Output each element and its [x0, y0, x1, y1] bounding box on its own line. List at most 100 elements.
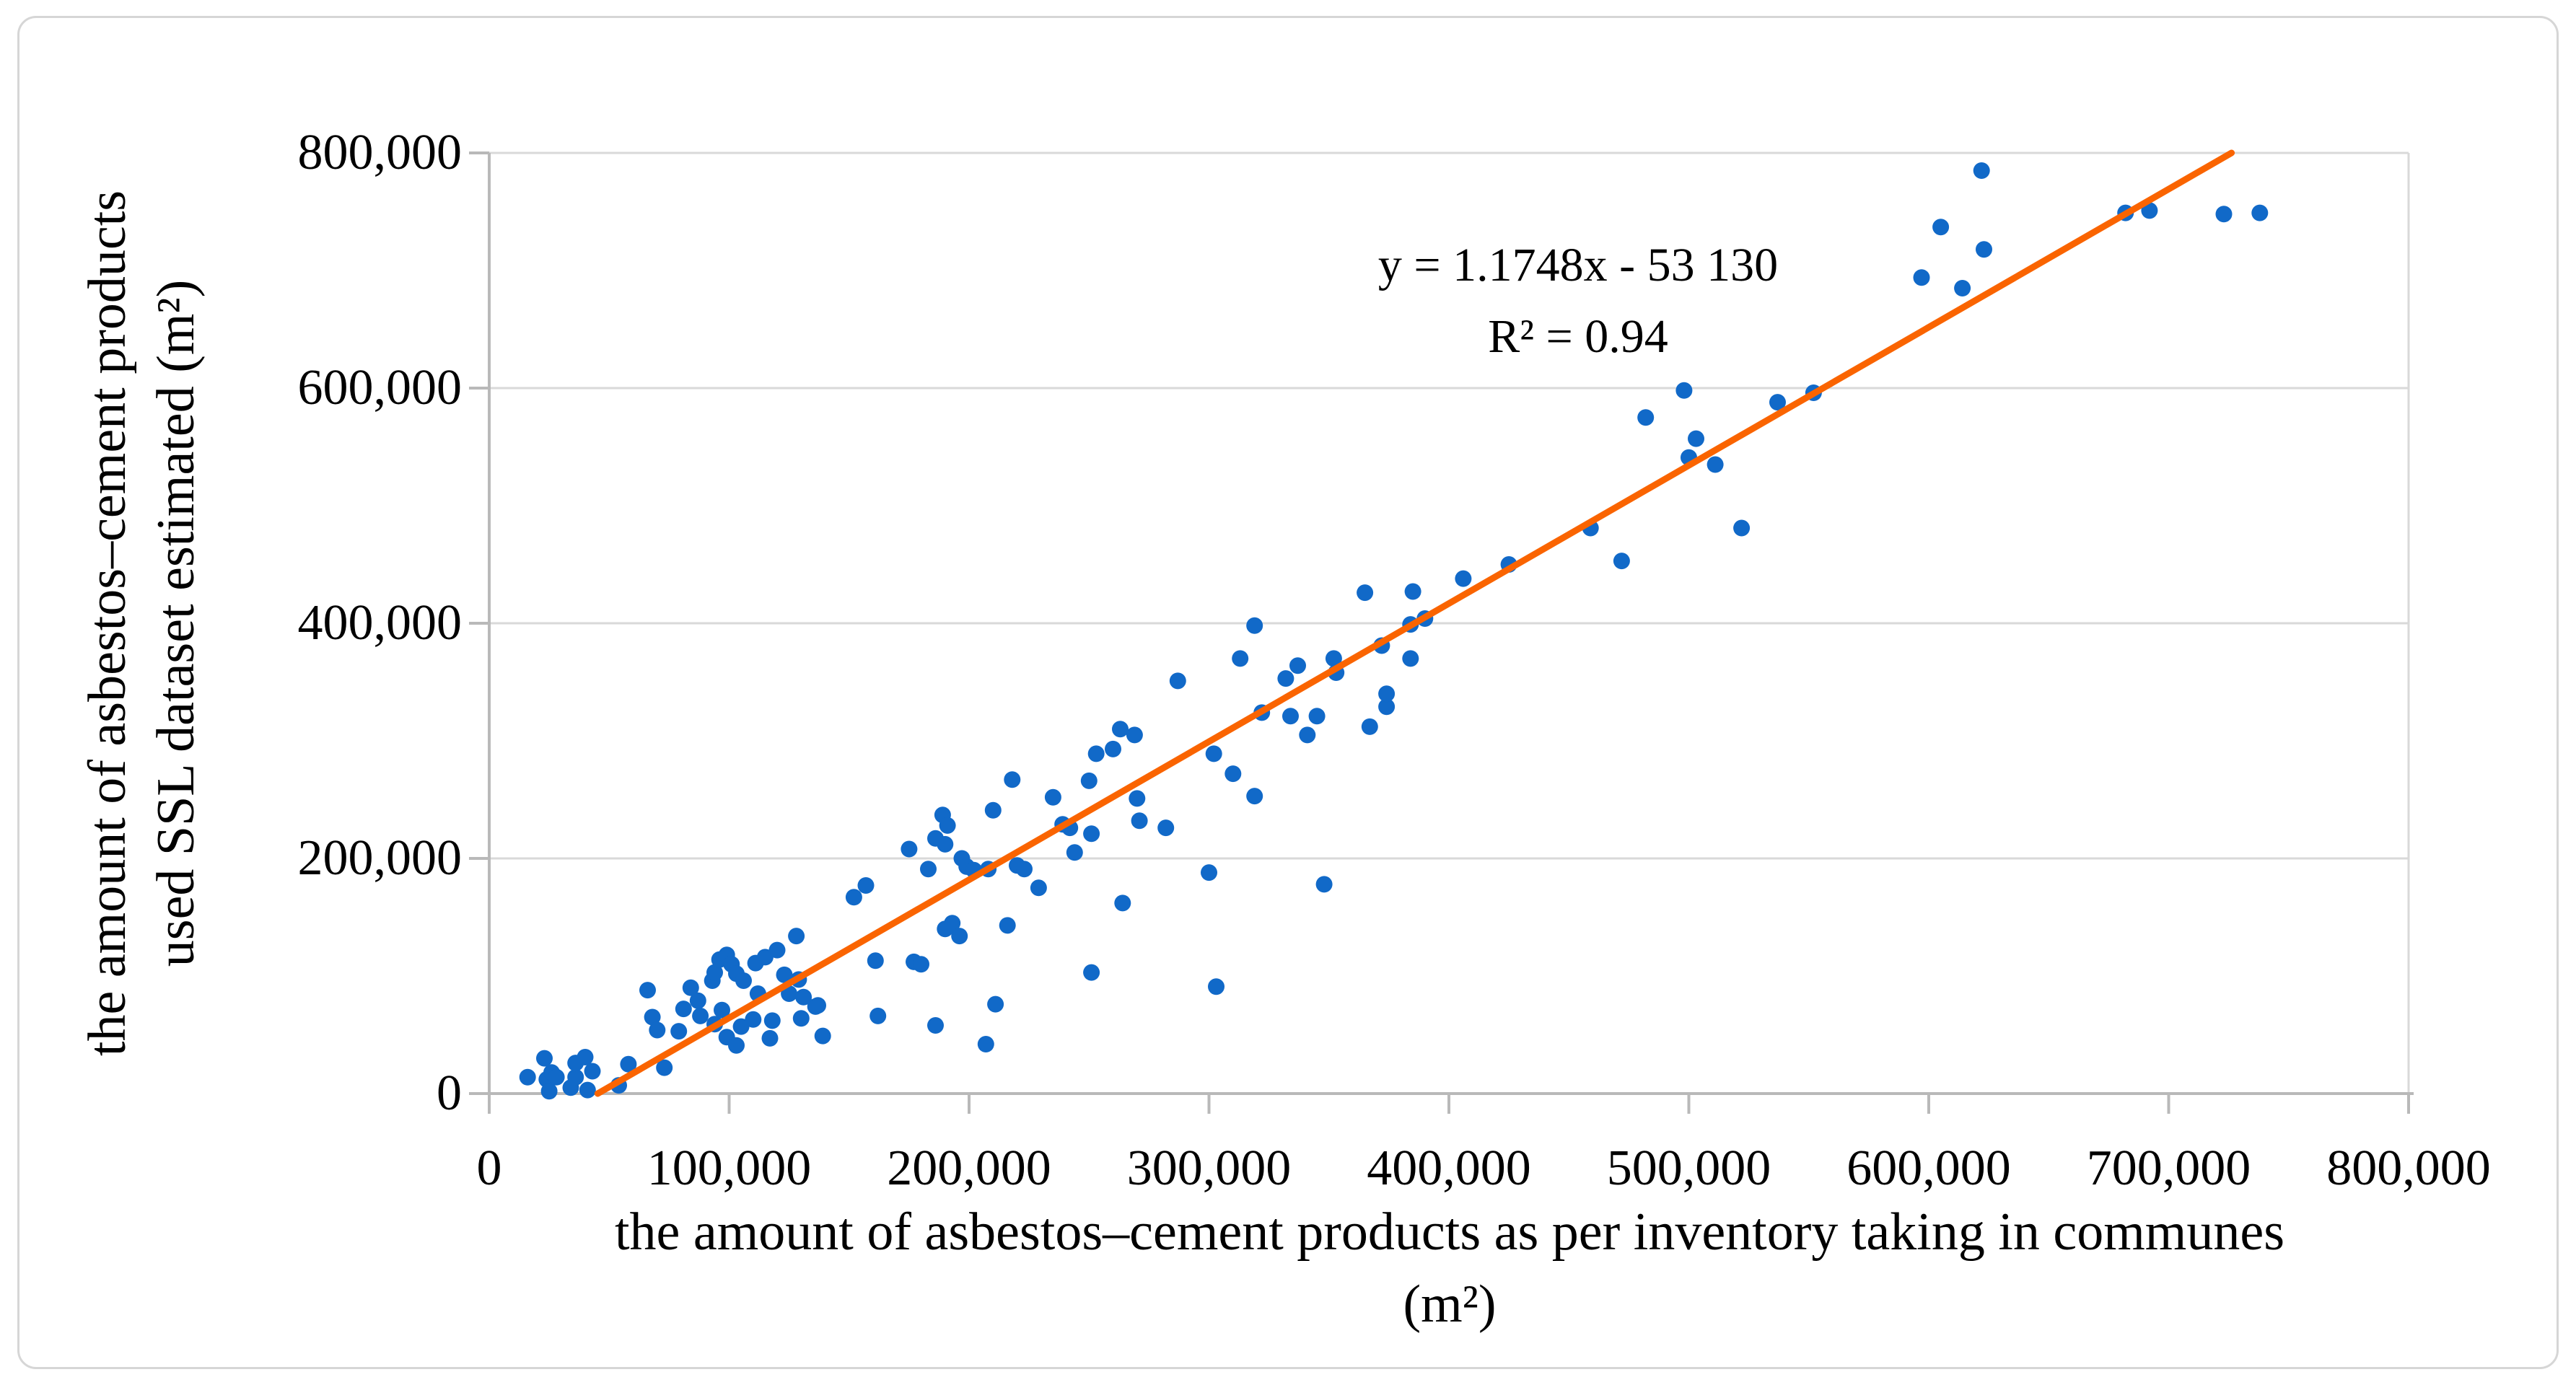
data-point	[689, 992, 706, 1009]
data-point	[920, 861, 937, 878]
data-point	[1277, 670, 1294, 687]
data-point	[1378, 698, 1396, 716]
x-axis-title-line2: (m²)	[1403, 1275, 1497, 1334]
data-point	[792, 1010, 810, 1027]
data-point	[1105, 740, 1121, 757]
data-point	[714, 1001, 730, 1019]
data-point	[584, 1063, 601, 1080]
data-point	[682, 979, 699, 996]
data-point	[1455, 570, 1472, 587]
data-point	[639, 982, 656, 999]
data-point	[2215, 206, 2233, 223]
data-point	[1733, 519, 1751, 537]
x-tick-label: 800,000	[2326, 1140, 2491, 1196]
data-point	[1232, 650, 1249, 667]
data-point	[984, 801, 1002, 819]
y-tick-label: 600,000	[297, 360, 463, 416]
data-point	[656, 1059, 673, 1076]
data-point	[1131, 812, 1148, 830]
data-point	[814, 1027, 831, 1045]
data-point	[1361, 718, 1378, 735]
data-point	[1208, 978, 1225, 995]
data-point	[728, 1037, 745, 1054]
data-point	[1932, 219, 1950, 236]
data-point	[519, 1068, 536, 1086]
data-point	[706, 964, 723, 981]
data-point	[1157, 819, 1175, 837]
data-point	[1246, 788, 1263, 805]
data-point	[999, 917, 1016, 934]
data-point	[579, 1081, 596, 1099]
data-point	[756, 949, 774, 966]
x-axis-title: the amount of asbestos–cement products a…	[489, 1196, 2410, 1340]
data-point	[732, 1018, 750, 1035]
data-point	[951, 928, 968, 945]
data-point	[1289, 657, 1306, 674]
data-point	[1083, 825, 1100, 843]
data-point	[644, 1008, 661, 1026]
data-point	[1129, 790, 1146, 807]
data-point	[567, 1068, 584, 1086]
r-squared-line: R² = 0.94	[1488, 310, 1668, 363]
data-point	[845, 889, 862, 906]
data-point	[913, 956, 929, 973]
data-point	[1126, 726, 1143, 744]
data-point	[761, 1029, 779, 1047]
data-point	[1299, 726, 1316, 744]
data-point	[937, 835, 954, 853]
data-point	[670, 1023, 688, 1040]
data-point	[548, 1068, 565, 1086]
data-point	[1637, 409, 1655, 426]
data-point	[620, 1055, 637, 1073]
data-point	[1707, 456, 1724, 473]
data-point	[536, 1050, 553, 1067]
data-point	[1913, 269, 1930, 286]
data-point	[1114, 894, 1131, 912]
trend-line	[594, 149, 2235, 1097]
data-point	[768, 941, 786, 959]
data-point	[540, 1083, 558, 1100]
data-point	[1769, 394, 1786, 411]
tick-marks	[469, 151, 2410, 1114]
data-point	[1016, 861, 1033, 878]
data-point	[987, 995, 1004, 1013]
data-point	[1378, 685, 1396, 703]
data-point	[675, 1001, 692, 1018]
data-point	[1112, 721, 1129, 738]
data-point	[939, 817, 956, 834]
data-point	[927, 1017, 944, 1034]
data-point	[867, 952, 884, 970]
y-tick-label: 0	[437, 1065, 462, 1121]
data-point	[1688, 430, 1704, 447]
data-point	[1030, 879, 1047, 897]
y-tick-label: 800,000	[297, 125, 463, 180]
x-tick-label: 400,000	[1367, 1140, 1531, 1196]
data-point	[1205, 745, 1222, 762]
data-point	[776, 966, 793, 983]
data-point	[577, 1049, 594, 1065]
data-point	[857, 877, 875, 894]
data-point	[1087, 745, 1105, 762]
data-point	[977, 1036, 994, 1052]
data-point	[1315, 876, 1333, 893]
y-tick-label: 200,000	[297, 830, 463, 886]
data-point	[1404, 583, 1421, 600]
data-point	[1066, 844, 1083, 861]
equation-line: y = 1.1748x - 53 130	[1377, 239, 1779, 291]
data-point	[788, 928, 805, 945]
data-point	[1613, 553, 1630, 570]
data-point	[869, 1007, 887, 1024]
data-point	[1225, 765, 1242, 783]
y-axis-title: the amount of asbestos–cement products u…	[74, 0, 211, 1272]
data-point	[1201, 864, 1217, 881]
data-point	[1246, 617, 1263, 634]
trendline-equation: y = 1.1748x - 53 130 R² = 0.94	[1138, 229, 2018, 372]
x-tick-label: 500,000	[1606, 1140, 1771, 1196]
data-point	[1357, 584, 1374, 602]
data-point	[649, 1021, 666, 1039]
data-point	[810, 997, 826, 1014]
data-point	[1954, 280, 1971, 296]
data-point	[944, 915, 961, 932]
x-axis-title-line1: the amount of asbestos–cement products a…	[614, 1202, 2285, 1262]
